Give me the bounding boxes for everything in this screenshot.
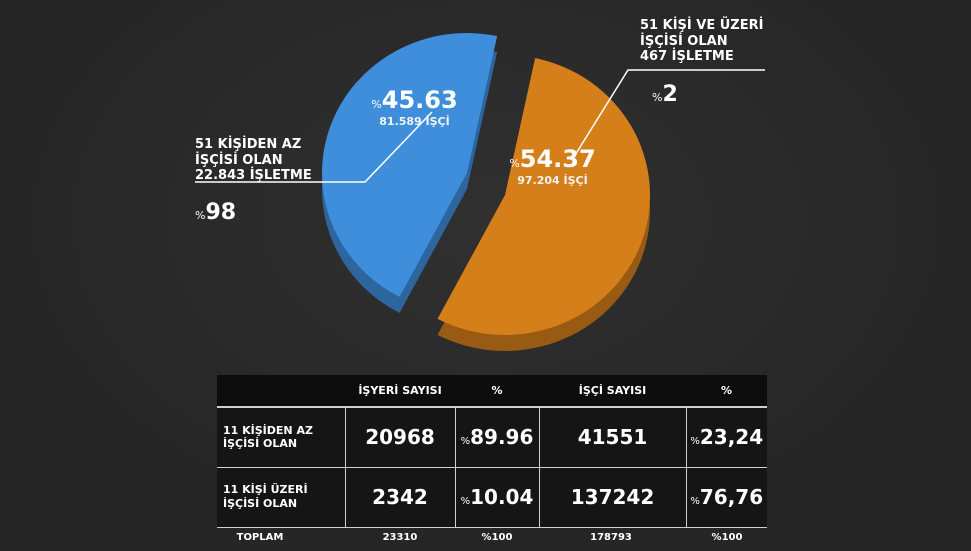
left-label-line: İŞÇİSİ OLAN xyxy=(195,152,283,168)
total-businesses: 23310 xyxy=(382,532,418,543)
row-label-line: İŞÇİSİ OLAN xyxy=(223,437,298,451)
row-label: 11 KİŞİDEN AZ İŞÇİSİ OLAN xyxy=(217,407,346,468)
row-label-line: 11 KİŞİ ÜZERİ xyxy=(223,483,308,497)
worker-pct-cell: %76,76 xyxy=(686,467,767,528)
left-label-line: 51 KİŞİDEN AZ xyxy=(195,137,302,152)
biz-pct-value: 10.04 xyxy=(470,485,534,509)
pct-sign: % xyxy=(509,157,520,170)
leader-line-right xyxy=(571,69,765,161)
table-header: İŞYERİ SAYISI % İŞÇİ SAYISI % xyxy=(217,375,767,408)
pie-slice-orange xyxy=(437,58,650,335)
total-biz-pct: %100 xyxy=(481,532,513,543)
row-label: 11 KİŞİ ÜZERİ İŞÇİSİ OLAN xyxy=(217,467,346,528)
left-pct-value: 98 xyxy=(205,200,237,225)
biz-pct-cell: %89.96 xyxy=(455,407,540,468)
businesses-cell: 2342 xyxy=(345,467,456,528)
data-table: İŞYERİ SAYISI % İŞÇİ SAYISI % 11 KİŞİDEN… xyxy=(217,375,767,528)
header-cell: % xyxy=(455,375,539,408)
header-cell: % xyxy=(686,375,767,408)
left-business-share: %98 xyxy=(195,200,236,226)
pie-slice-blue xyxy=(321,32,498,297)
total-worker-pct: %100 xyxy=(711,532,743,543)
table-row: 11 KİŞİ ÜZERİ İŞÇİSİ OLAN 2342 %10.04 137… xyxy=(217,467,767,528)
blue-slice-workers: 81.589 İŞÇİ xyxy=(379,114,450,128)
pct-sign: % xyxy=(371,98,382,111)
right-label-line: İŞÇİSİ OLAN xyxy=(640,33,728,49)
workers-cell: 41551 xyxy=(539,407,687,468)
biz-pct-cell: %10.04 xyxy=(455,467,540,528)
right-label-line: 467 İŞLETME xyxy=(640,49,734,65)
header-cell: İŞYERİ SAYISI xyxy=(345,375,455,408)
leader-line-left xyxy=(195,111,433,183)
header-cell xyxy=(217,375,345,408)
pct-sign: % xyxy=(652,91,663,104)
right-label-line: 51 KİŞİ VE ÜZERİ xyxy=(640,18,764,33)
biz-pct-value: 89.96 xyxy=(470,425,534,450)
right-business-share: %2 xyxy=(652,82,678,108)
right-label: 51 KİŞİ VE ÜZERİ İŞÇİSİ OLAN 467 İŞLETME xyxy=(640,18,763,65)
total-workers: 178793 xyxy=(590,532,632,543)
pct-sign: % xyxy=(195,209,206,222)
worker-pct-value: 23,24 xyxy=(699,425,764,450)
workers-cell: 137242 xyxy=(539,467,687,528)
row-label-line: İŞÇİSİ OLAN xyxy=(223,497,298,510)
orange-slice-label: %54.37 97.204 İŞÇİ xyxy=(500,145,605,187)
orange-slice-value: 54.37 xyxy=(519,145,596,173)
row-label-line: 11 KİŞİDEN AZ xyxy=(223,423,313,437)
worker-pct-cell: %23,24 xyxy=(686,407,767,468)
total-label: TOPLAM xyxy=(236,532,284,543)
table-row: 11 KİŞİDEN AZ İŞÇİSİ OLAN 20968 %89.96 41… xyxy=(217,407,767,468)
left-label: 51 KİŞİDEN AZ İŞÇİSİ OLAN 22.843 İŞLETME xyxy=(195,137,312,184)
blue-slice-label: %45.63 81.589 İŞÇİ xyxy=(362,86,467,128)
left-label-line: 22.843 İŞLETME xyxy=(195,168,312,184)
orange-slice-workers: 97.204 İŞÇİ xyxy=(517,173,588,187)
worker-pct-value: 76,76 xyxy=(699,485,764,509)
blue-slice-value: 45.63 xyxy=(381,86,458,114)
right-pct-value: 2 xyxy=(662,82,678,107)
header-cell: İŞÇİ SAYISI xyxy=(539,375,686,408)
businesses-cell: 20968 xyxy=(345,407,456,468)
